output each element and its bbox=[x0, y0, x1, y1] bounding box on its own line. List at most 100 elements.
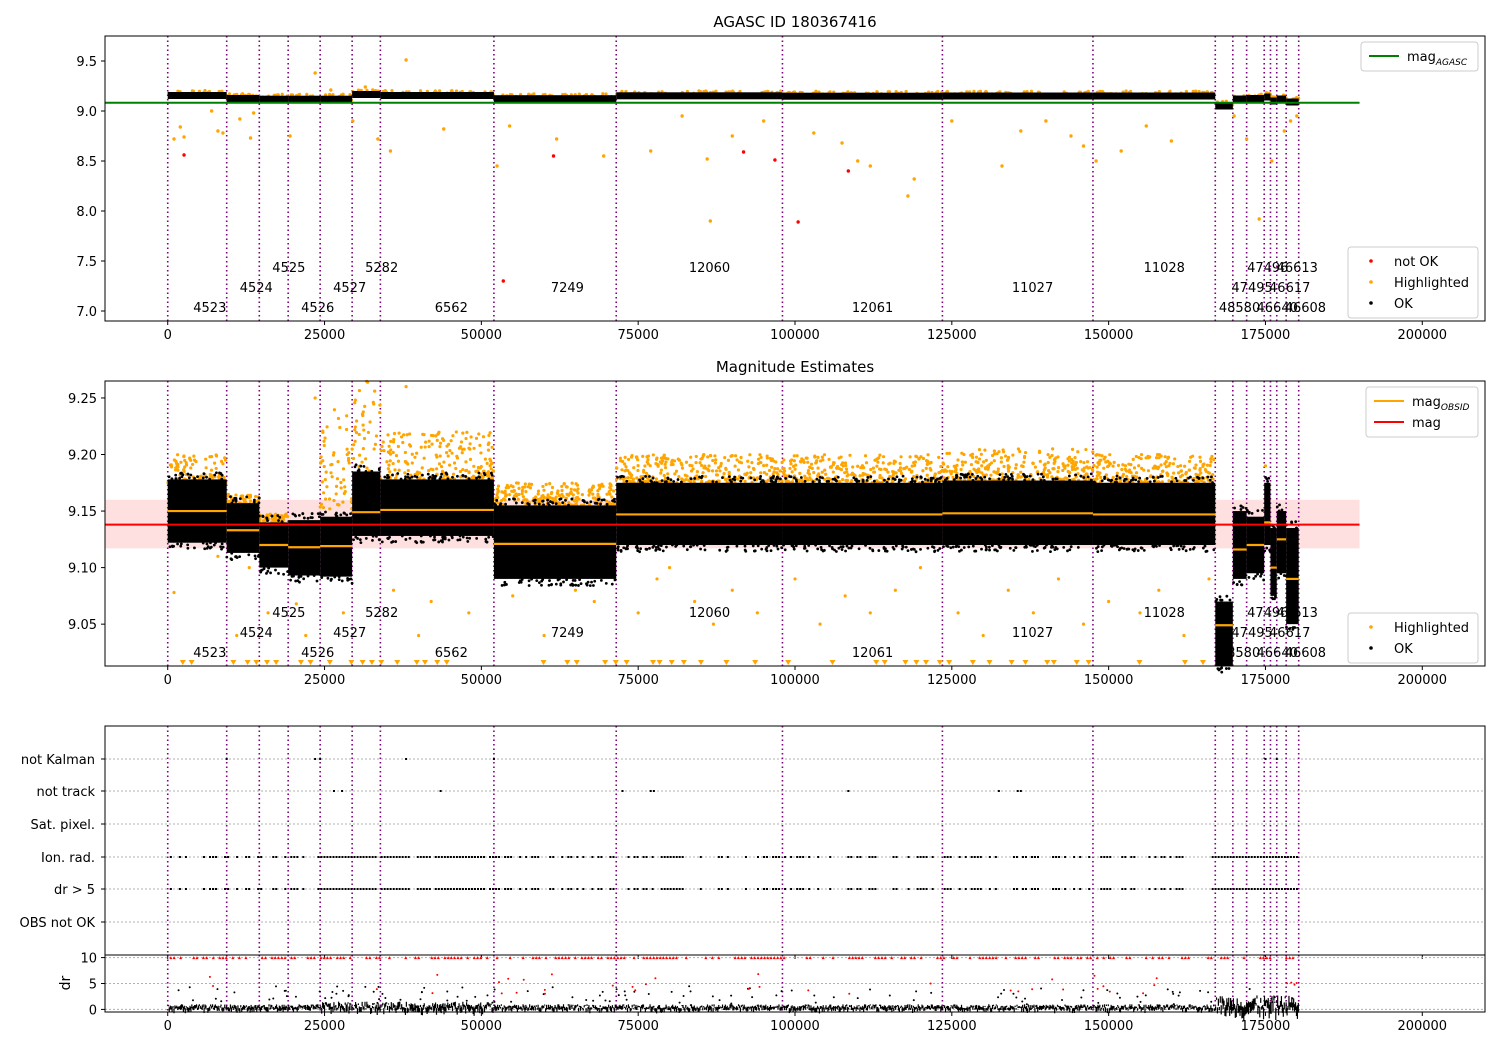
flag-point bbox=[672, 856, 675, 858]
ok-point bbox=[679, 480, 683, 484]
flag-point bbox=[398, 856, 401, 858]
ok-point bbox=[302, 577, 306, 581]
ok-point bbox=[904, 545, 908, 549]
flag-point bbox=[329, 856, 332, 858]
highlighted-point bbox=[408, 443, 412, 447]
highlighted-point bbox=[739, 461, 744, 465]
highlighted-point bbox=[1167, 464, 1171, 468]
flag-point bbox=[609, 856, 612, 858]
dr-ok-point bbox=[470, 1004, 472, 1009]
ok-band bbox=[1270, 97, 1277, 105]
highlighted-point bbox=[410, 461, 414, 465]
flag-point bbox=[847, 856, 850, 858]
flag-point bbox=[799, 856, 802, 858]
ok-point bbox=[443, 537, 447, 541]
highlighted-point bbox=[663, 476, 668, 480]
legend-dot-marker bbox=[1369, 301, 1373, 305]
highlighted-point bbox=[490, 445, 494, 449]
dr-ok-point bbox=[456, 1007, 458, 1015]
x-tick-label: 100000 bbox=[770, 673, 820, 688]
flag-point bbox=[293, 888, 296, 890]
highlighted-point bbox=[589, 488, 594, 492]
flag-point bbox=[224, 856, 227, 858]
dr-ok-point bbox=[786, 1005, 789, 1008]
ok-point bbox=[337, 575, 341, 579]
highlighted-point bbox=[451, 434, 455, 438]
ok-point bbox=[346, 577, 349, 580]
dr-ok-point bbox=[646, 1007, 648, 1009]
ok-point bbox=[782, 543, 785, 547]
ok-point bbox=[833, 477, 837, 481]
clipped-marker bbox=[540, 660, 547, 665]
dr-ok-point bbox=[744, 1006, 746, 1009]
obsid-label: 4525 bbox=[272, 261, 305, 276]
highlighted-point bbox=[427, 445, 431, 449]
highlighted-point bbox=[1115, 471, 1119, 475]
ok-point bbox=[530, 577, 534, 581]
flag-point bbox=[552, 888, 555, 890]
highlighted-point bbox=[877, 456, 881, 460]
highlighted-point bbox=[701, 471, 705, 475]
flag-point bbox=[319, 758, 322, 760]
flag-point bbox=[1247, 856, 1250, 858]
flag-point bbox=[633, 888, 636, 890]
ok-point bbox=[699, 476, 703, 480]
flag-point bbox=[681, 856, 684, 858]
highlighted-point bbox=[829, 465, 833, 469]
highlighted-point bbox=[858, 474, 862, 478]
ok-point bbox=[316, 512, 320, 516]
clipped-marker bbox=[179, 660, 186, 665]
ok-point bbox=[490, 473, 494, 477]
ok-point bbox=[836, 475, 840, 479]
highlighted-point bbox=[707, 464, 711, 468]
flag-point bbox=[549, 856, 552, 858]
dr-ok-point bbox=[760, 1004, 762, 1008]
highlighted-point bbox=[872, 470, 876, 474]
dr-ok-point bbox=[258, 1005, 260, 1008]
flag-point bbox=[1214, 856, 1217, 858]
clipped-marker bbox=[1199, 660, 1206, 665]
highlighted-point bbox=[427, 469, 431, 473]
flag-point bbox=[443, 888, 446, 890]
dr-ok-point bbox=[258, 1006, 261, 1009]
highlighted-point bbox=[999, 460, 1003, 464]
highlighted-point bbox=[1099, 475, 1103, 480]
highlighted-point bbox=[956, 611, 960, 615]
dr-ok-point bbox=[239, 1008, 241, 1013]
flag-point bbox=[389, 856, 392, 858]
highlighted-point bbox=[714, 89, 718, 93]
flag-point bbox=[1160, 888, 1163, 890]
dr-ok-point bbox=[374, 1006, 376, 1013]
dr-ok-point bbox=[484, 1004, 487, 1009]
dr-ok-point bbox=[176, 1005, 178, 1009]
dr-ok-point bbox=[477, 1004, 479, 1013]
highlighted-point bbox=[651, 453, 655, 457]
ok-point bbox=[807, 544, 811, 547]
highlighted-point bbox=[875, 464, 879, 468]
flag-point bbox=[1073, 856, 1076, 858]
highlighted-point bbox=[1046, 460, 1050, 465]
dr-ok-point bbox=[439, 1004, 441, 1012]
flag-point bbox=[847, 888, 850, 890]
ok-point bbox=[441, 540, 444, 544]
ok-point bbox=[634, 545, 638, 549]
ok-point bbox=[1106, 478, 1110, 482]
highlighted-point bbox=[1212, 458, 1216, 462]
flag-point bbox=[591, 856, 594, 858]
ok-point bbox=[625, 479, 629, 483]
ok-point bbox=[906, 549, 910, 552]
ok-point bbox=[1103, 475, 1107, 479]
highlighted-point bbox=[718, 469, 722, 473]
dr-ok-point bbox=[458, 1003, 460, 1008]
flag-point bbox=[829, 856, 832, 858]
ok-point bbox=[485, 540, 489, 544]
dr-ok-point bbox=[325, 1002, 327, 1006]
ok-point bbox=[578, 578, 581, 582]
highlighted-point bbox=[407, 432, 412, 436]
dr-ok-point bbox=[585, 1008, 587, 1013]
ok-point bbox=[655, 481, 659, 485]
ok-point bbox=[571, 583, 575, 587]
ok-point bbox=[291, 512, 295, 516]
highlighted-point bbox=[609, 483, 613, 487]
dr-ok-point bbox=[302, 1006, 304, 1009]
